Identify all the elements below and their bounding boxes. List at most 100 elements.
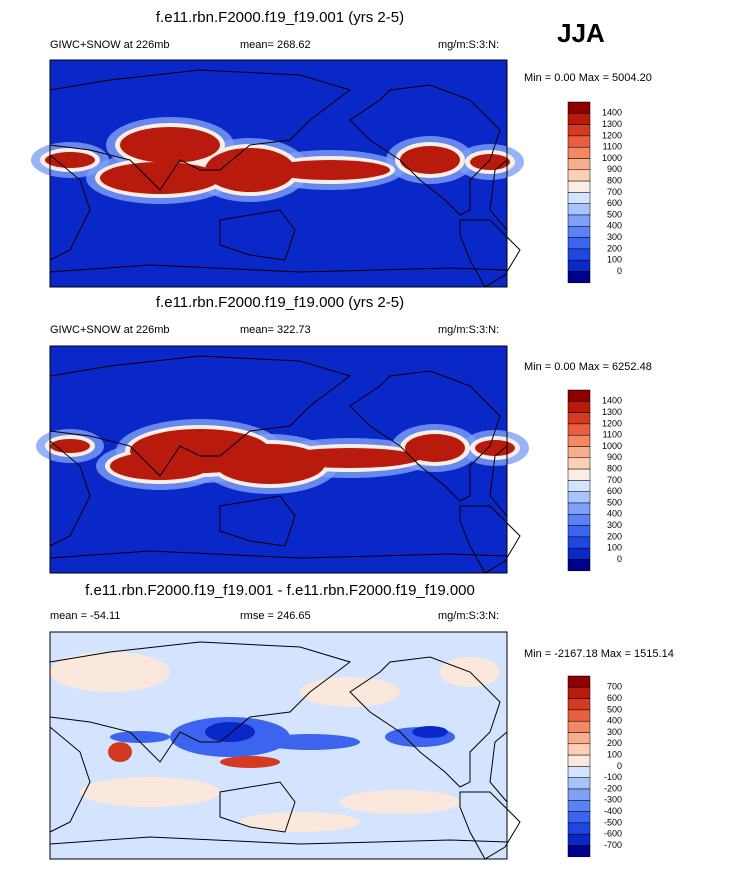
colorbar-box [567, 491, 591, 504]
colorbar-label: -200 [604, 783, 622, 793]
colorbar-label: 200 [607, 243, 622, 253]
colorbar-box [567, 687, 591, 699]
coastline [49, 264, 508, 273]
colorbar-label: 1000 [602, 153, 622, 163]
colorbar-label: 600 [607, 486, 622, 496]
colorbar-box [567, 401, 591, 413]
colorbar-box [567, 698, 591, 711]
colorbar-label: 500 [607, 209, 622, 219]
map-frame [49, 631, 508, 860]
field-high [405, 434, 465, 462]
colorbar-label: 600 [607, 198, 622, 208]
min-max: Min = 0.00 Max = 5004.20 [524, 72, 652, 84]
colorbar-box [567, 180, 591, 193]
panel-title: f.e11.rbn.F2000.f19_f19.000 (yrs 2-5) [156, 294, 404, 311]
colorbar-label: 200 [607, 531, 622, 541]
colorbar-box [567, 271, 591, 284]
coastline [49, 726, 91, 833]
field-high [270, 160, 390, 180]
colorbar-label: 100 [607, 749, 622, 759]
coastline [349, 656, 501, 788]
field-high [110, 452, 210, 480]
colorbar-box [567, 766, 591, 778]
field-high [400, 146, 460, 174]
colorbar-label: 400 [607, 221, 622, 231]
colorbar-box [567, 192, 591, 204]
min-max: Min = 0.00 Max = 6252.48 [524, 361, 652, 373]
colorbar-box [567, 480, 591, 492]
map-frame [49, 59, 508, 288]
colorbar-box [567, 203, 591, 216]
colorbar-label: 300 [607, 727, 622, 737]
coastline [349, 84, 501, 216]
season-label: JJA [557, 18, 605, 48]
coastline [489, 731, 508, 803]
colorbar-box [567, 259, 591, 272]
colorbar-box [567, 675, 591, 688]
colorbar-box [567, 502, 591, 515]
colorbar-label: 300 [607, 232, 622, 242]
colorbar-box [567, 845, 591, 858]
colorbar-label: 700 [607, 682, 622, 692]
map [36, 345, 529, 574]
colorbar-label: 100 [607, 255, 622, 265]
coastline [459, 791, 521, 860]
colorbar-box [567, 743, 591, 756]
field-high [45, 152, 95, 168]
colorbar-box [567, 468, 591, 481]
colorbar-box [567, 732, 591, 745]
field-high [475, 440, 515, 456]
colorbar-label: 1300 [602, 119, 622, 129]
field-negative [260, 734, 360, 750]
colorbar-box [567, 446, 591, 459]
panel-center-label: rmse = 246.65 [240, 610, 311, 622]
map [31, 59, 524, 288]
colorbar-box [567, 547, 591, 560]
colorbar-box [567, 135, 591, 148]
colorbar-label: 1100 [603, 142, 622, 152]
panel-units: mg/m:S:3:N: [438, 324, 499, 336]
colorbar-box [567, 777, 591, 790]
colorbar-box [567, 169, 591, 182]
colorbar-label: -500 [604, 817, 622, 827]
field-negative [110, 731, 170, 743]
colorbar-box [567, 788, 591, 801]
panel-center-label: mean= 268.62 [240, 39, 311, 51]
colorbar-label: 1200 [602, 418, 622, 428]
colorbar-label: 1000 [602, 441, 622, 451]
colorbar-label: 1100 [603, 430, 622, 440]
field-positive [80, 777, 220, 807]
colorbar-box [567, 536, 591, 549]
colorbar-label: -100 [604, 772, 622, 782]
colorbar-label: 0 [617, 266, 622, 276]
colorbar-label: 0 [617, 761, 622, 771]
min-max: Min = -2167.18 Max = 1515.14 [524, 648, 674, 660]
coastline [219, 209, 296, 261]
colorbar-label: 1400 [602, 108, 622, 118]
field-positive-strong [108, 742, 132, 762]
colorbar-label: 900 [607, 164, 622, 174]
colorbar-label: 1200 [602, 130, 622, 140]
colorbar-label: 0 [617, 554, 622, 564]
colorbar-box [567, 833, 591, 846]
coastline [459, 219, 521, 288]
colorbar-box [567, 559, 591, 572]
colorbar-box [567, 237, 591, 250]
colorbar-box [567, 514, 591, 526]
field-negative-strong [205, 722, 255, 742]
map-frame [49, 345, 508, 574]
colorbar-label: 700 [607, 187, 622, 197]
colorbar-label: 300 [607, 520, 622, 530]
coastline [49, 154, 91, 261]
panel-left-label: GIWC+SNOW at 226mb [50, 39, 170, 51]
colorbar-label: 800 [607, 463, 622, 473]
field-positive [240, 812, 360, 832]
colorbar-label: 1400 [602, 396, 622, 406]
coastline [49, 440, 91, 547]
colorbar-label: -400 [604, 806, 622, 816]
panel-left-label: mean = -54.11 [50, 610, 120, 622]
colorbar-box [567, 457, 591, 470]
map [49, 631, 521, 860]
panel-title: f.e11.rbn.F2000.f19_f19.001 (yrs 2-5) [156, 9, 404, 26]
